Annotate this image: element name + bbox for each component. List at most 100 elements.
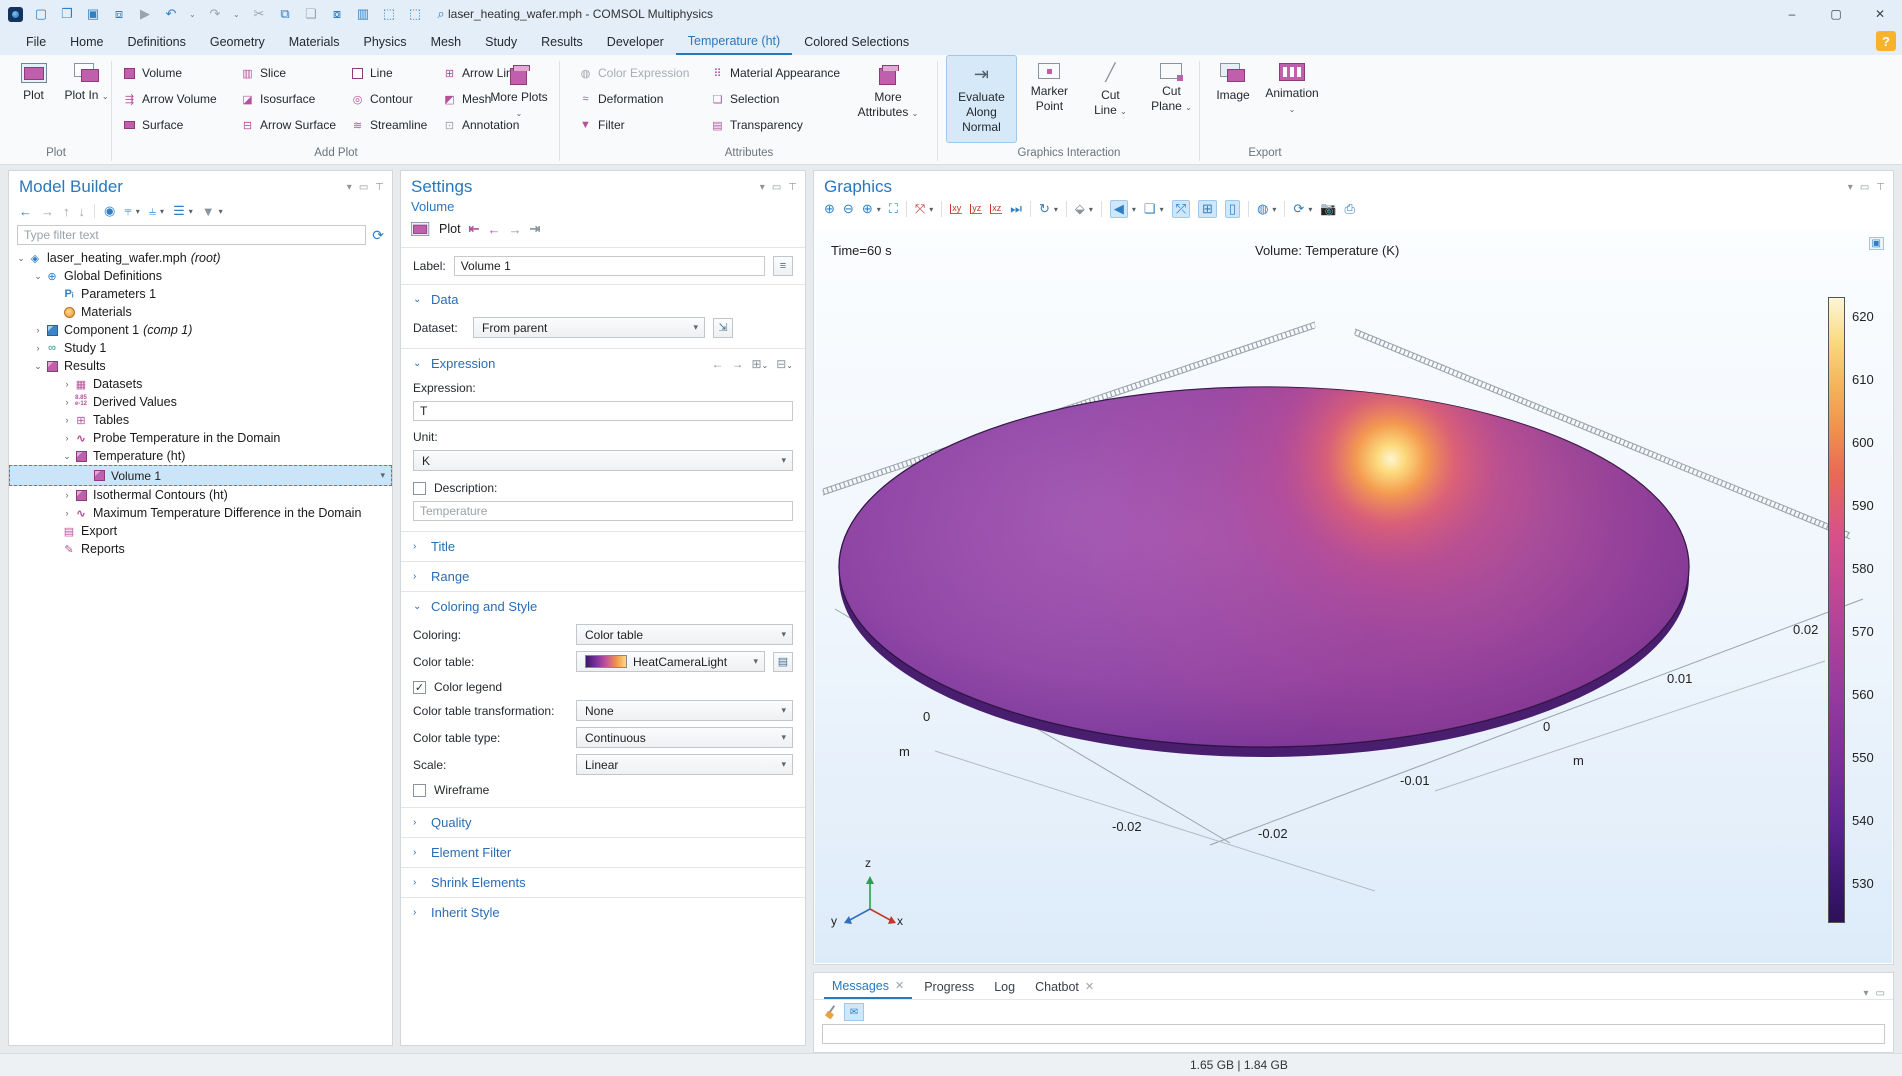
run-icon[interactable]: ▶ [140,6,150,21]
show-color-legend-icon[interactable]: ▯ [1224,200,1241,218]
customize-toolbar-icon[interactable]: ⌄ [459,9,466,19]
open-message-window-icon[interactable]: ✉ [844,1003,864,1021]
show-icon[interactable]: ◉ [104,203,116,218]
cut-icon[interactable]: ✂ [253,6,265,21]
panel-menu-icon[interactable]: ▾ [1863,988,1869,999]
find-icon[interactable]: ⌕ [437,6,445,21]
expression-input[interactable] [413,401,793,421]
pin-panel-icon[interactable]: ⊤ [1876,181,1885,193]
color-palette-icon[interactable]: ◍ [1257,201,1269,216]
copy-icon[interactable]: ⧉ [280,6,290,21]
float-panel-icon[interactable]: ▭ [358,181,369,193]
tree-item-root[interactable]: ⌄ ◈ laser_heating_wafer.mph (root) [17,251,221,265]
view-xz-icon[interactable]: xz [990,202,1003,215]
panel-menu-icon[interactable]: ▾ [1847,181,1853,193]
next-plot-icon[interactable]: → [508,221,522,237]
close-tab-icon[interactable]: ✕ [894,980,905,992]
clear-messages-icon[interactable] [824,1005,838,1019]
tree-item-isothermal-contours[interactable]: › Isothermal Contours (ht) [65,488,228,502]
evaluate-along-normal-button[interactable]: ⇥ Evaluate Along Normal [946,55,1017,143]
annotation-button[interactable]: ⊡ Annotation [444,118,520,132]
float-panel-icon[interactable]: ▭ [1875,988,1885,999]
plot-action-icon[interactable] [411,222,430,236]
minimize-button[interactable]: – [1788,7,1796,21]
tree-item-results[interactable]: ⌄ Results [34,359,106,373]
animation-button[interactable]: Animation ⌄ [1260,55,1324,143]
model-tree-nodes-icon[interactable]: ☰ [173,203,185,218]
tree-item-study[interactable]: › ∞ Study 1 [36,341,107,355]
cut-line-button[interactable]: ╱ Cut Line ⌄ [1094,63,1127,117]
sound-icon[interactable]: ◀ [1109,200,1128,218]
maximize-button[interactable]: ▢ [1830,7,1842,21]
section-inherit-style-header[interactable]: › Inherit Style [413,905,500,920]
dataset-select[interactable]: From parent [473,317,705,338]
menu-mesh[interactable]: Mesh [430,34,462,49]
float-panel-icon[interactable]: ▭ [1859,181,1870,193]
expand-icon[interactable]: ⫨ [148,203,157,218]
tree-filter-input[interactable] [17,225,367,245]
material-appearance-button[interactable]: ⠿ Material Appearance [713,66,841,80]
go-to-default-view-icon[interactable]: ⤧ [914,201,926,216]
pin-panel-icon[interactable]: ⊤ [375,181,384,193]
menu-home[interactable]: Home [70,34,104,49]
surface-button[interactable]: Surface [122,114,217,136]
zoom-extents-icon[interactable]: ⛶ [888,201,898,216]
menu-colored-selections[interactable]: Colored Selections [804,34,910,49]
more-attributes-button[interactable]: More Attributes ⌄ [850,55,926,143]
pin-panel-icon[interactable]: ⊤ [788,181,797,193]
float-panel-icon[interactable]: ▭ [771,181,782,193]
plot-window-icon[interactable]: ▣ [1868,237,1884,250]
wireframe-checkbox[interactable] [413,783,426,797]
menu-results[interactable]: Results [541,34,583,49]
undo-icon[interactable]: ↶ [165,6,177,21]
unit-select[interactable]: K [413,450,793,471]
show-grid-icon[interactable]: ⊞ [1198,200,1217,218]
tree-item-export[interactable]: ▤ Export [9,522,392,540]
first-plot-icon[interactable]: ⇤ [468,221,480,236]
replace-expression-icon[interactable]: ⊟⌄ [776,356,793,371]
undo-caret-icon[interactable]: ⌄ [189,9,196,19]
close-tab-icon[interactable]: ✕ [1084,981,1095,993]
open-file-icon[interactable]: ❐ [61,6,73,21]
image-button[interactable]: Image [1208,55,1258,143]
scene-view-icon[interactable]: ⬙ [1074,201,1085,216]
show-axes-icon[interactable]: ⤱ [1171,200,1190,218]
mesh-button[interactable]: ◩ Mesh [444,92,492,106]
menu-developer[interactable]: Developer [606,34,664,49]
snapshot-icon[interactable]: 📷 [1320,201,1337,216]
tree-item-temperature-ht[interactable]: ⌄ Temperature (ht) [63,449,186,463]
close-button[interactable]: ✕ [1874,7,1886,21]
slice-button[interactable]: ▥ Slice [242,66,287,80]
section-element-filter-header[interactable]: › Element Filter [413,845,512,860]
forward-icon[interactable]: → [41,203,54,219]
update-plot-icon[interactable]: ⟳ [1293,201,1305,216]
volume-button[interactable]: Volume [122,62,217,84]
duplicate-icon[interactable]: ⧇ [332,6,342,21]
tree-item-tables[interactable]: › ⊞ Tables [65,413,130,427]
previous-plot-icon[interactable]: ← [487,221,501,237]
line-button[interactable]: Line [350,62,427,84]
menu-file[interactable]: File [26,34,47,49]
tree-item-component[interactable]: › Component 1 (comp 1) [36,323,193,337]
more-plots-button[interactable]: More Plots ⌄ [490,55,548,143]
save-icon[interactable]: ▣ [86,6,100,21]
box-select-icon[interactable]: ⬚ [382,6,396,21]
tree-item-parameters[interactable]: Pᵢ Parameters 1 [9,285,392,303]
camera-view-icon[interactable]: ⏭ [1010,201,1022,216]
new-file-icon[interactable]: ▢ [34,6,48,21]
arrow-line-button[interactable]: ⊞ Arrow Line [444,66,520,80]
zoom-in-icon[interactable]: ⊕ [824,201,835,216]
isosurface-button[interactable]: ◪ Isosurface [242,92,316,106]
refresh-icon[interactable]: ⟳ [372,226,384,243]
arrow-volume-button[interactable]: ⇶ Arrow Volume [124,92,217,106]
filter-button[interactable]: ▼ Filter [580,118,625,132]
filter-funnel-icon[interactable]: ▼ [201,203,215,219]
tab-messages[interactable]: Messages ✕ [824,974,913,999]
color-legend-checkbox[interactable]: ✓ [413,680,426,694]
label-input[interactable] [453,256,765,276]
last-plot-icon[interactable]: ⇥ [529,221,541,236]
tree-item-reports[interactable]: ✎ Reports [9,540,392,558]
insert-expression-icon[interactable]: ⊞⌄ [751,356,769,371]
tree-item-derived-values[interactable]: › 8.85 e-12 Derived Values [65,395,177,409]
selection-button[interactable]: ❏ Selection [712,92,780,106]
